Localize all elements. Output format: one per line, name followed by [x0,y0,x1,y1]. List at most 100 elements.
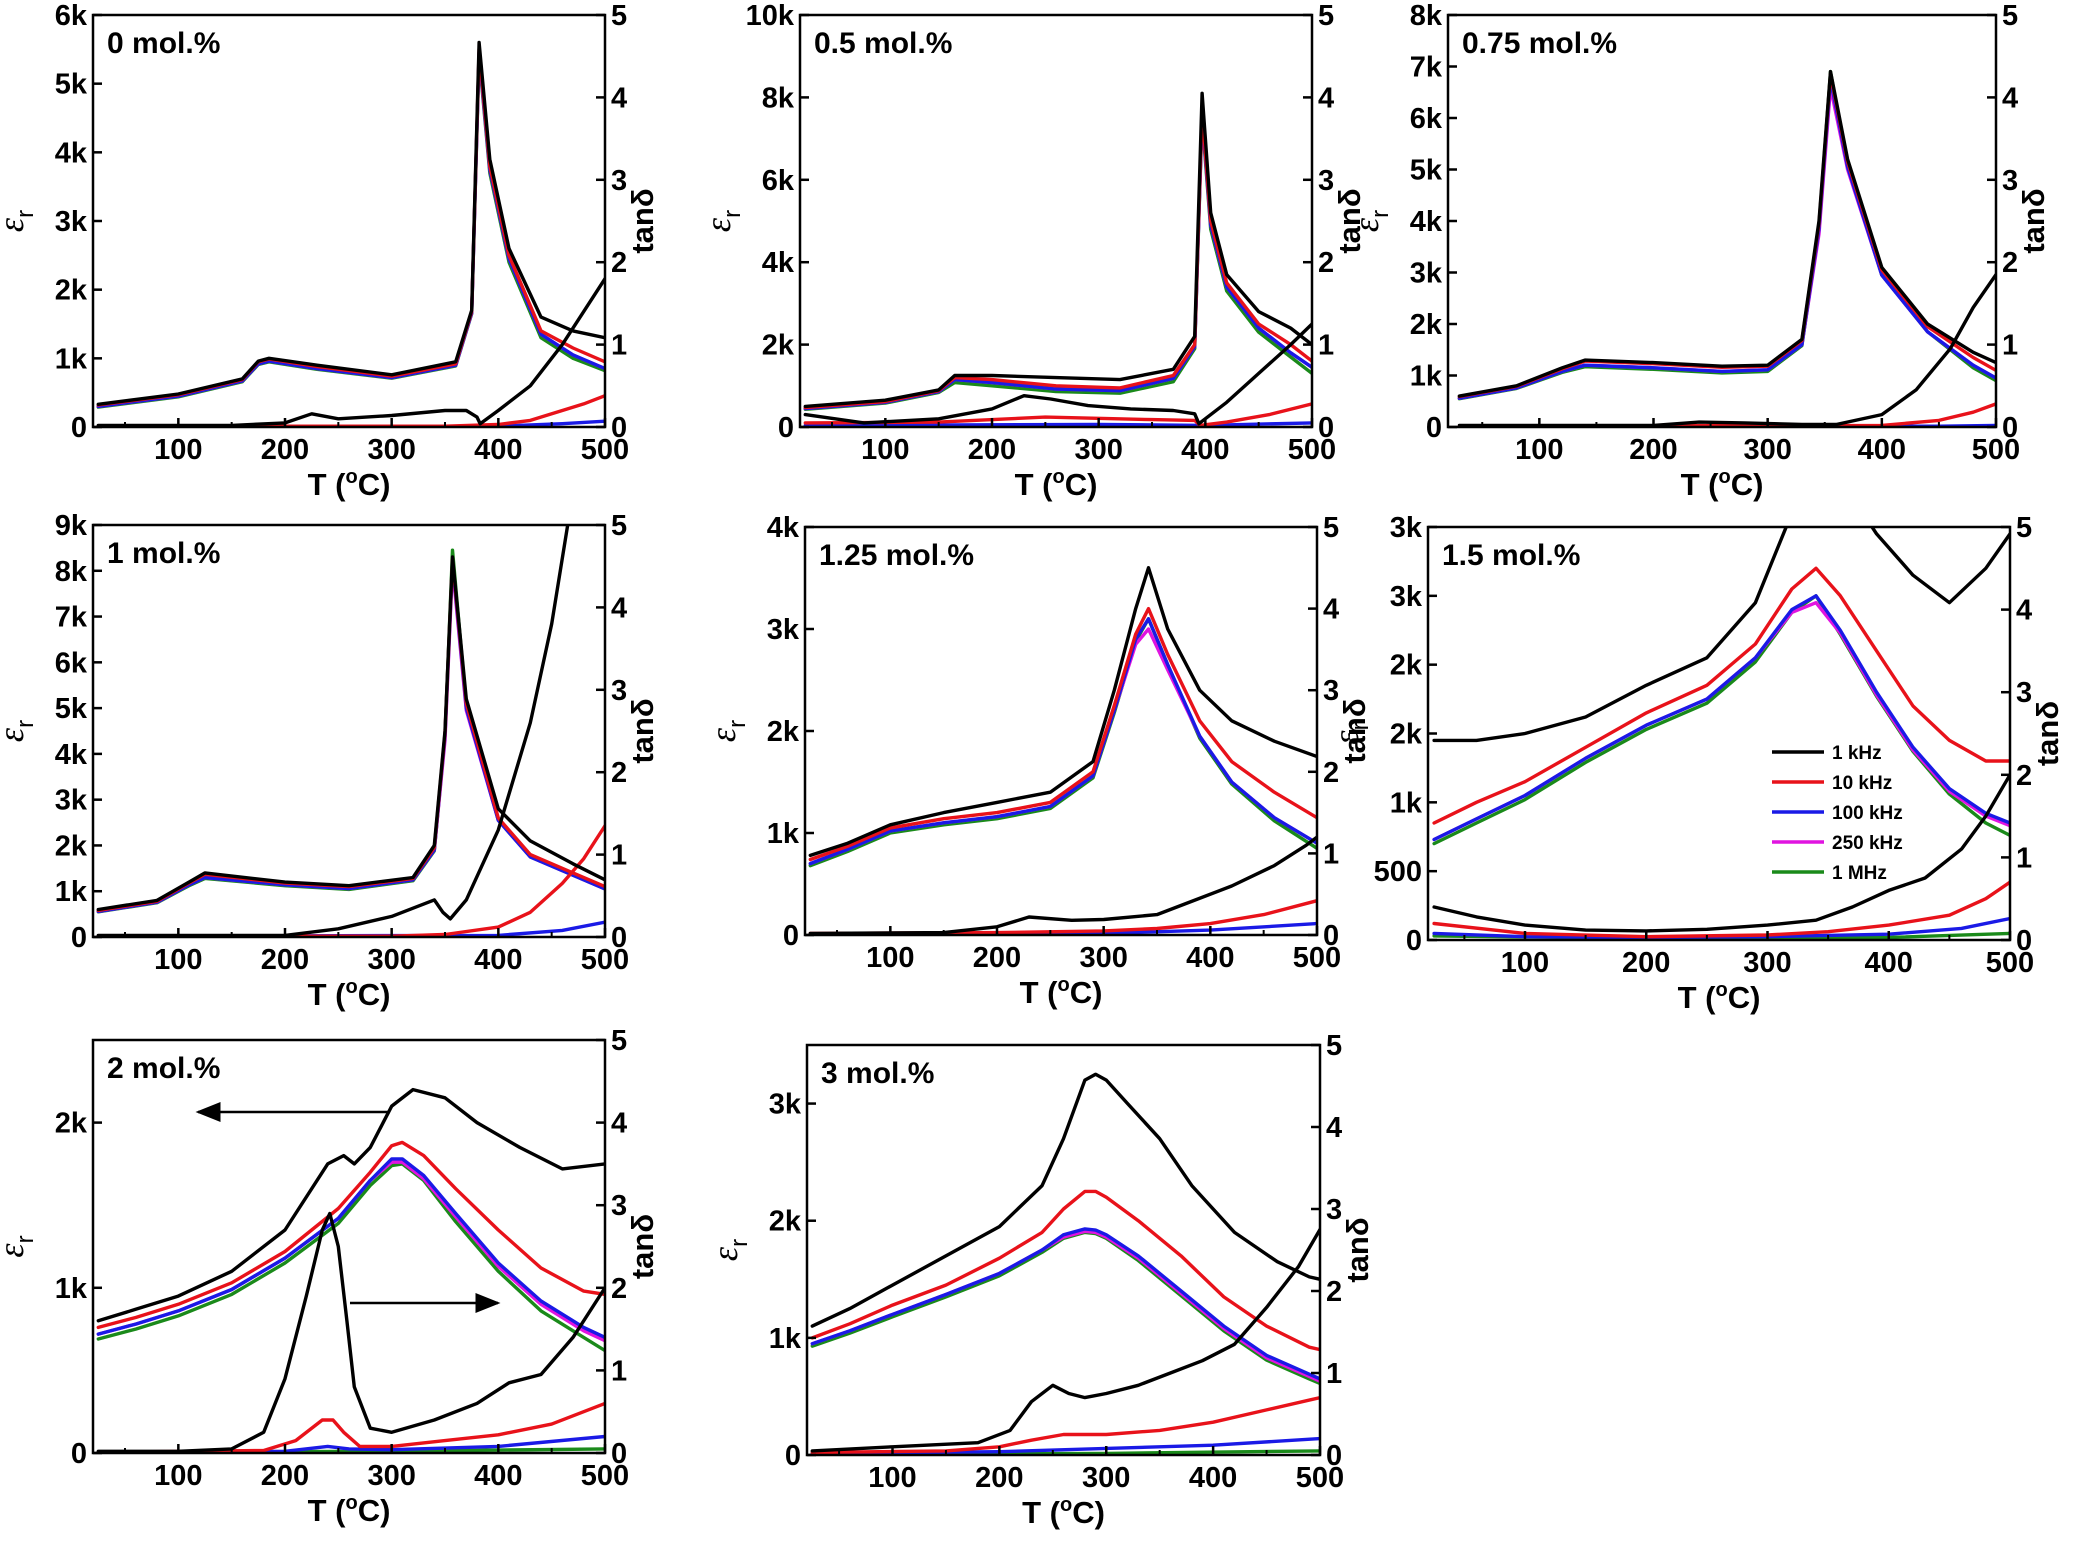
series-line-10-khz-right [1457,402,1996,427]
legend: 1 kHz 10 kHz 100 kHz 250 kHz 1 MHz [1772,743,1903,884]
y-tick-label: 0 [778,412,794,444]
y-tick-label: 8k [55,556,88,588]
series-line-250-khz-left [803,112,1312,411]
plot-frame [91,1038,607,1455]
y2-tick-label: 1 [611,330,627,362]
panel-label: 2 mol.% [107,1052,220,1085]
y-tick-label: 3k [1390,512,1423,544]
x-tick-label: 300 [1079,942,1127,974]
x-tick-label: 100 [1501,947,1549,979]
series-line-1-khz-left [1457,69,1996,398]
y-tick-label: 5k [55,69,88,101]
x-tick-label: 100 [866,942,914,974]
x-tick-label: 300 [367,1460,415,1492]
series-line-250-khz-left [96,564,605,914]
x-tick-label: 300 [367,944,415,976]
y2-tick-label: 1 [1326,1358,1342,1390]
y-tick-label: 2k [55,830,88,862]
y2-tick-label: 4 [2016,595,2032,627]
x-tick-label: 200 [1622,947,1670,979]
y-tick-label: 8k [1410,0,1443,32]
legend-label: 250 kHz [1832,833,1903,854]
plot-frame [805,1043,1322,1457]
series-group [810,1072,1320,1455]
series-group [96,40,605,427]
series-line-1-khz-right [96,525,570,937]
x-tick-label: 400 [1858,434,1906,466]
panel-label: 0.75 mol.% [1462,27,1617,60]
series-line-10-khz-right [810,1395,1320,1455]
y2-tick-label: 1 [2016,842,2032,874]
x-axis-title: T (oC) [1681,466,1764,502]
panel-2: 100 200 300 400 50001k2k3k4k5k6k7k8k0123450.… [1346,0,2051,502]
y-tick-label: 1k [55,343,88,375]
series-line-1-khz-left [96,40,605,406]
y-tick-label: 1k [767,818,800,850]
series-line-10-khz-right [96,1401,605,1453]
x-tick-label: 400 [474,434,522,466]
series-line-10-khz-right [96,394,605,427]
series-line-1-khz-right [810,1227,1320,1453]
y2-tick-label: 3 [611,1190,627,1222]
panel-label: 3 mol.% [821,1057,934,1090]
plot-frame [803,525,1319,937]
y2-tick-label: 5 [2002,0,2018,32]
x-tick-label: 300 [367,434,415,466]
series-group [1432,527,2010,940]
y-tick-label: 1k [55,876,88,908]
series-line-1-khz-right [1432,773,2010,933]
series-line-1-khz-left [803,91,1312,409]
series-line-1-khz-right [803,322,1312,426]
panel-label: 0.5 mol.% [814,27,952,60]
y2-tick-label: 2 [611,247,627,279]
series-line-1-mhz-left [96,1162,605,1353]
y2-tick-label: 4 [611,1108,627,1140]
series-line-1-mhz-left [1457,69,1996,401]
y-axis-title: εr [0,1235,39,1257]
y2-tick-label: 2 [611,757,627,789]
x-axis-title: T (oC) [1022,1494,1105,1530]
x-tick-label: 400 [1865,947,1913,979]
x-tick-label: 400 [1189,1462,1237,1494]
legend-label: 10 kHz [1832,773,1892,794]
x-tick-label: 100 [861,434,909,466]
series-line-100-khz-left [803,112,1312,411]
y2-tick-label: 4 [611,82,627,114]
series-line-10-khz-left [803,108,1312,410]
x-tick-label: 300 [1074,434,1122,466]
series-line-10-khz-right [96,824,605,937]
plot-frame [91,523,607,939]
y-tick-label: 7k [55,602,88,634]
x-tick-label: 400 [474,944,522,976]
x-tick-label: 500 [581,944,629,976]
series-line-10-khz-left [1432,566,2010,825]
y2-tick-label: 5 [1323,512,1339,544]
x-tick-label: 300 [1082,1462,1130,1494]
x-tick-label: 500 [1972,434,2020,466]
y-tick-label: 9k [55,510,88,542]
x-tick-label: 500 [1296,1462,1344,1494]
x-tick-label: 400 [1181,434,1229,466]
x-axis-title: T (oC) [1678,979,1761,1015]
series-line-100-khz-left [96,51,605,409]
series-group [803,91,1312,427]
panel-label: 0 mol.% [107,27,220,60]
y-tick-label: 4k [55,137,88,169]
y-tick-label: 1k [1390,787,1423,819]
x-tick-label: 500 [1293,942,1341,974]
y2-tick-label: 3 [2002,165,2018,197]
y2-axis-title: tanδ [2030,701,2065,766]
series-line-100-khz-left [1432,594,2010,842]
y2-tick-label: 2 [2016,760,2032,792]
series-group [1457,69,1996,427]
y2-tick-label: 3 [1326,1194,1342,1226]
series-group [808,566,1317,935]
y-axis-title: εr [703,720,751,742]
panel-label: 1.25 mol.% [819,539,974,572]
y-tick-label: 4k [762,247,795,279]
y-tick-label: 2k [1410,309,1443,341]
x-axis-title: T (oC) [1020,974,1103,1010]
x-tick-label: 200 [261,1460,309,1492]
y-tick-label: 8k [762,82,795,114]
